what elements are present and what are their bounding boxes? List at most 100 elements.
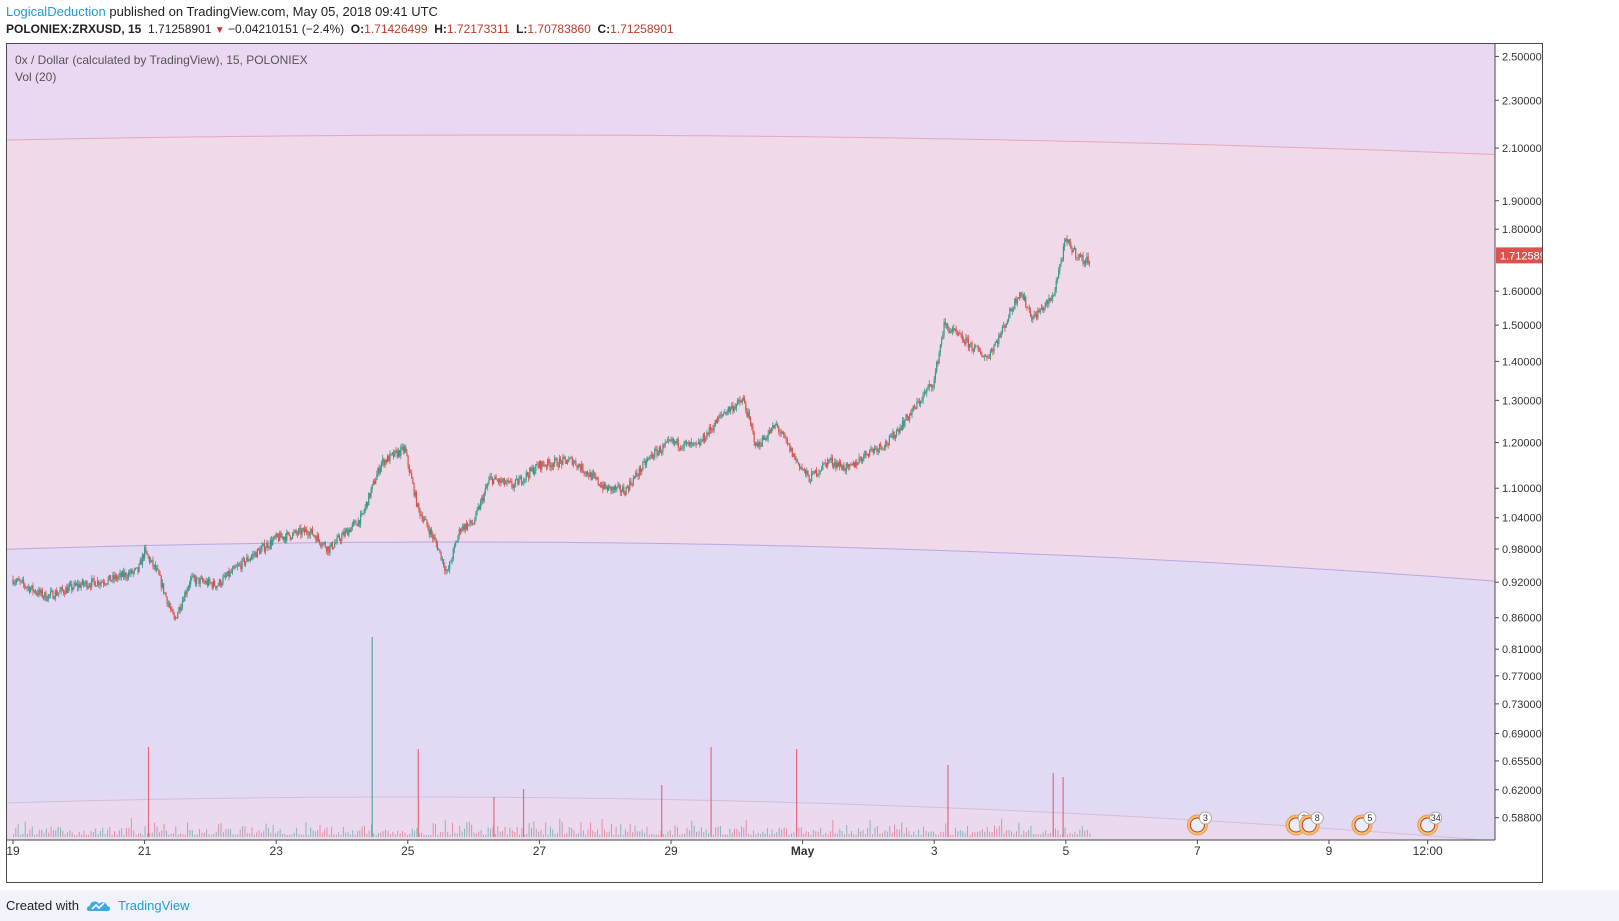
event-count-badge (1199, 811, 1212, 825)
candle-body (998, 335, 1000, 344)
author-link[interactable]: LogicalDeduction (6, 4, 106, 19)
volume-bar (222, 832, 224, 837)
candle-body (769, 430, 772, 433)
y-tick-label: 1.50000000 (1502, 320, 1543, 332)
y-tick-label: 1.90000000 (1502, 196, 1543, 208)
candle-body (1064, 241, 1066, 247)
candle-body (77, 583, 79, 588)
volume-bar (502, 830, 504, 837)
event-count-badge (1363, 811, 1377, 825)
candle-body (1056, 278, 1059, 281)
volume-bar (366, 834, 368, 837)
event-count: 34 (1431, 813, 1441, 823)
candle-body (958, 332, 960, 335)
volume-bar (406, 834, 408, 837)
candle-body (147, 554, 149, 557)
candle-body (889, 435, 892, 437)
candle-body (872, 449, 874, 452)
tradingview-brand-link[interactable]: TradingView (118, 898, 190, 913)
candle-body (198, 577, 200, 585)
candle-body (549, 462, 551, 468)
chart-area[interactable]: 2.50000000 2.30000000 2.10000000 1.90000000… (6, 43, 1543, 883)
candle-body (929, 384, 932, 385)
volume-bar (13, 834, 14, 837)
candle-body (469, 520, 471, 525)
volume-bar (389, 834, 391, 837)
candle-body (190, 577, 192, 585)
candle-body (583, 472, 585, 474)
candle-body (270, 540, 273, 545)
candle-body (642, 462, 644, 470)
candle-body (344, 530, 346, 536)
volume-bar (582, 830, 584, 837)
candle-body (953, 327, 955, 331)
candle-body (835, 462, 837, 468)
candle-body (865, 450, 867, 456)
volume-bar (480, 830, 482, 837)
volume-bar (557, 832, 558, 837)
candle-body (852, 461, 854, 466)
volume-bar (660, 831, 662, 837)
candle-body (1005, 323, 1007, 328)
volume-bar (648, 834, 650, 837)
candle-body (42, 597, 45, 598)
candle-body (481, 497, 483, 502)
candle-body (1029, 310, 1032, 317)
candle-body (321, 545, 323, 547)
candle-body (297, 529, 300, 535)
volume-bar (312, 830, 314, 837)
volume-bar (109, 827, 111, 837)
candle-body (1070, 242, 1072, 248)
candle-body (679, 447, 682, 449)
volume-bar (1050, 832, 1052, 837)
candle-body (303, 528, 305, 533)
candle-body (89, 585, 92, 588)
volume-bar (317, 830, 319, 837)
candle-body (999, 335, 1001, 337)
candle-body (440, 551, 442, 561)
volume-bar (1035, 833, 1037, 837)
price-chart[interactable]: 2.50000000 2.30000000 2.10000000 1.90000000… (7, 44, 1543, 883)
candle-body (1034, 314, 1036, 316)
candle-body (1025, 296, 1027, 307)
volume-indicator-label[interactable]: Vol (20) (15, 70, 57, 84)
volume-bar (928, 832, 929, 837)
candle-body (778, 426, 780, 432)
candle-body (213, 580, 216, 586)
candle-body (364, 506, 366, 512)
candle-body (426, 519, 428, 526)
candle-body (761, 437, 763, 447)
candle-body (165, 592, 167, 597)
candle-body (945, 324, 948, 325)
volume-bar (994, 825, 995, 837)
volume-bar (237, 834, 239, 837)
candle-body (519, 476, 521, 480)
candle-body (468, 524, 470, 525)
candle-body (234, 566, 236, 568)
candle-body (520, 476, 523, 484)
volume-bar (357, 831, 358, 837)
candle-body (831, 457, 834, 465)
volume-bar (74, 834, 75, 837)
volume-bar (1037, 834, 1039, 837)
candle-body (855, 462, 857, 468)
candle-body (687, 441, 689, 443)
event-count-badge (1429, 811, 1443, 825)
candle-body (542, 461, 544, 465)
candle-body (682, 447, 684, 448)
volume-bar (667, 831, 669, 837)
candle-body (565, 459, 568, 464)
candle-body (883, 447, 886, 449)
chart-legend: 0x / Dollar (calculated by TradingView),… (15, 52, 308, 86)
candle-body (314, 535, 316, 538)
volume-bar (727, 834, 729, 837)
volume-bar (151, 832, 153, 837)
candle-body (161, 583, 164, 588)
volume-bar (972, 832, 973, 837)
volume-bar (717, 826, 719, 837)
volume-bar (43, 832, 45, 837)
volume-bar (864, 833, 866, 837)
candle-body (1039, 309, 1041, 313)
candle-body (215, 585, 217, 589)
candle-body (58, 592, 60, 594)
